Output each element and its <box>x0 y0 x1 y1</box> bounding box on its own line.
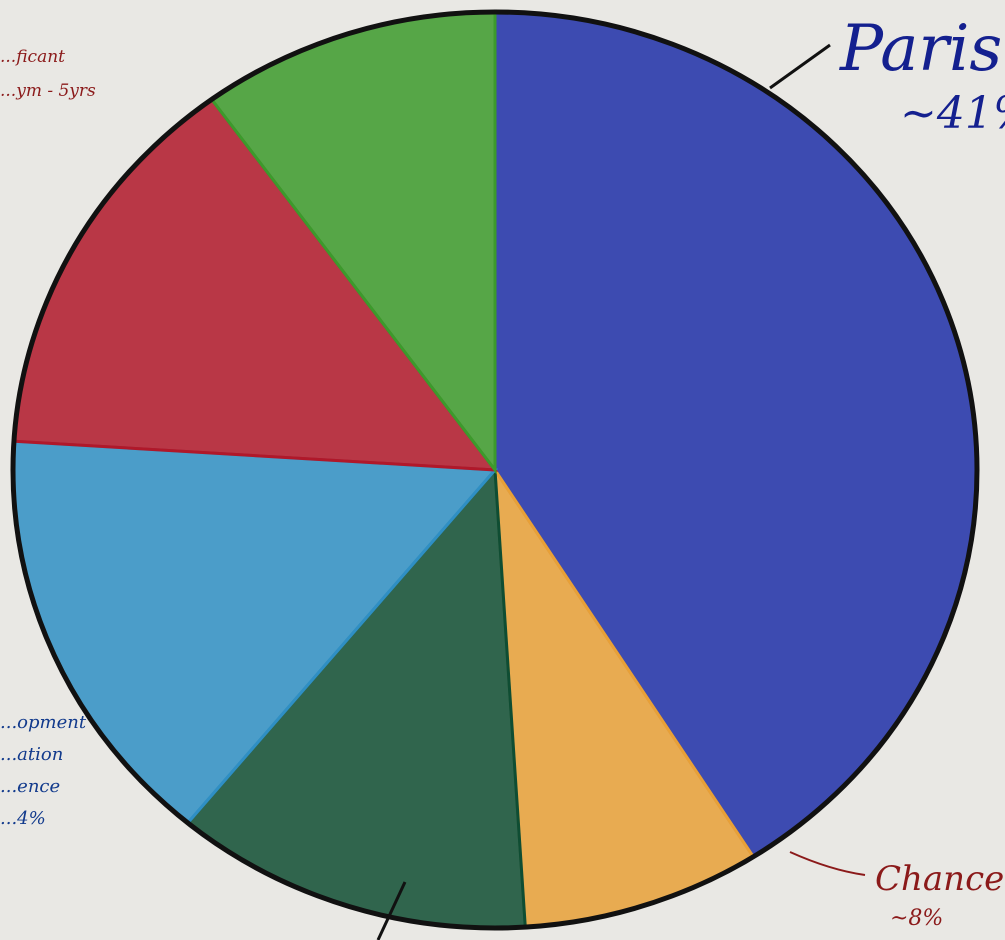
development-label-line1: ...opment <box>0 712 87 733</box>
development-value-label: ...4% <box>0 808 46 829</box>
development-label-line3: ...ence <box>0 776 60 797</box>
development-label-line2: ...ation <box>0 744 63 765</box>
chance-leader-line <box>789 851 866 876</box>
red-slice-label-line1: ...ficant <box>0 47 65 67</box>
red-slice-label-line2: ...ym - 5yrs <box>0 81 96 101</box>
bottom-leader-line <box>376 881 407 940</box>
pie-outline <box>10 9 980 931</box>
chance-label: Chance <box>875 859 1004 899</box>
parish-value-label: ~41% <box>900 88 1005 139</box>
chance-value-label: ~8% <box>890 906 943 931</box>
pie-slices <box>11 10 979 930</box>
parish-label: Parish <box>839 12 1005 86</box>
parish-leader-line <box>769 43 831 90</box>
